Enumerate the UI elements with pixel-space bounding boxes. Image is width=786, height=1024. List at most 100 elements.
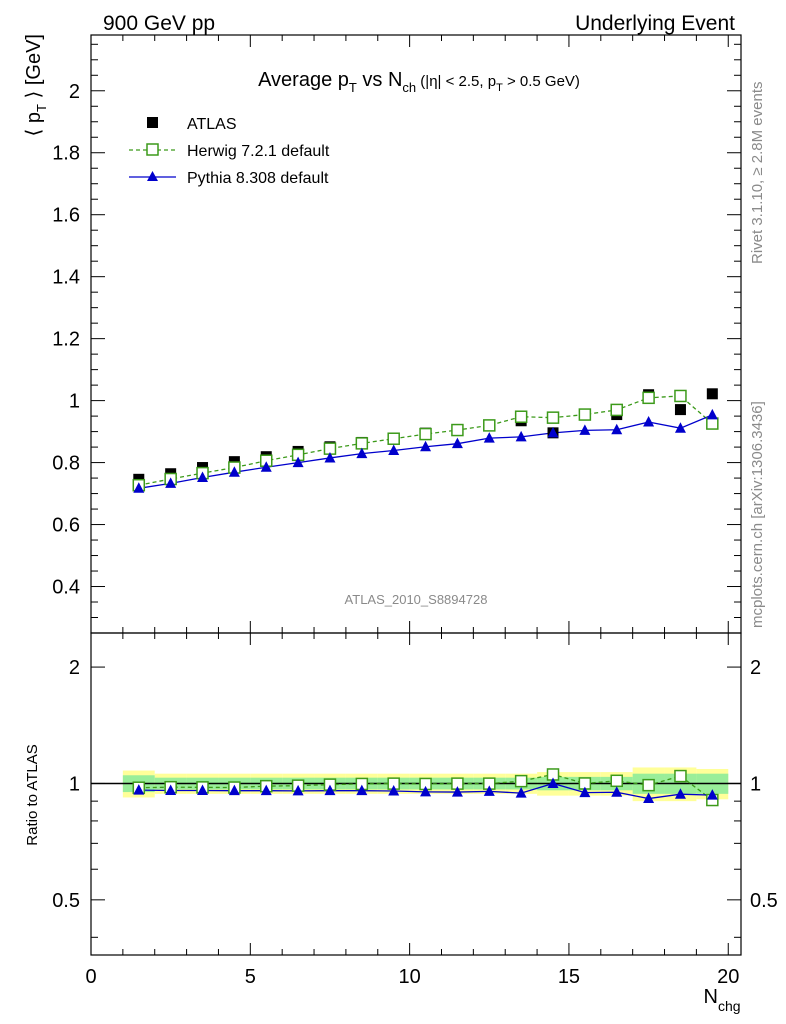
herwig-data-point	[355, 437, 369, 450]
herwig-data-point	[514, 410, 528, 423]
title-prefix-sub: T	[349, 80, 357, 95]
title-cut-sub: T	[496, 82, 503, 94]
legend-marker-herwig	[146, 143, 159, 156]
herwig-data-point	[578, 408, 592, 421]
pythia-data-point	[292, 456, 304, 468]
header-right-label: Underlying Event	[575, 12, 735, 35]
herwig-ratio-point	[674, 769, 687, 783]
herwig-ratio-point	[642, 778, 655, 792]
herwig-data-point	[610, 403, 623, 417]
axis-tick-labels: 0 5 10 15 20 0.4 0.6 0.8 1 1.2 1.4 1.6 1.8 2 0.5 0.5 1 1 2…	[52, 81, 778, 988]
y-tick-label: 1.4	[52, 267, 80, 289]
y-tick-label: 1.2	[52, 329, 80, 351]
pythia-ratio-point	[292, 784, 304, 796]
pythia-ratio-point	[260, 784, 272, 796]
pythia-data-point	[228, 466, 240, 477]
pythia-data-point	[706, 408, 718, 420]
data-series	[132, 388, 719, 807]
x-tick-label: 15	[558, 966, 580, 988]
pythia-ratio-point	[451, 786, 463, 797]
x-tick-label: 10	[399, 966, 421, 988]
atlas-data-point	[674, 404, 686, 416]
y-tick-label: 2	[69, 81, 80, 103]
legend: ATLAS Herwig 7.2.1 default Pythia 8.308 …	[129, 116, 330, 187]
pythia-data-point	[420, 440, 432, 452]
plot-title: Average pT vs Nch (|η| < 2.5, pT > 0.5 G…	[258, 69, 580, 95]
pythia-ratio-point	[674, 788, 686, 799]
pythia-data-point	[197, 471, 209, 482]
pythia-ratio-point	[706, 789, 718, 800]
pythia-ratio-point	[643, 792, 655, 804]
ratio-plot-frame	[90, 632, 742, 956]
y-tick-label: 0.4	[52, 577, 80, 599]
y-tick-label: 1	[69, 391, 80, 413]
ratio-y-tick-label-right: 0.5	[750, 890, 778, 912]
pythia-ratio-point	[324, 784, 336, 796]
legend-marker-pythia	[147, 171, 158, 181]
atlas-data-point	[706, 388, 718, 400]
herwig-data-point	[674, 389, 687, 403]
herwig-data-point	[546, 411, 560, 424]
x-axis-label: Nchg	[703, 986, 740, 1014]
pythia-data-point	[451, 437, 463, 449]
x-tick-label: 20	[717, 966, 739, 988]
pythia-data-point	[388, 444, 400, 456]
pythia-data-point	[515, 430, 527, 442]
x-tick-label: 0	[85, 966, 96, 988]
title-prefix: Average p	[258, 69, 349, 91]
pythia-data-point	[324, 451, 336, 463]
y-axis-label: ⟨ pT ⟩ [GeV]	[23, 34, 49, 137]
title-middle-sub: ch	[402, 80, 416, 95]
rivet-version-label: Rivet 3.1.10, ≥ 2.8M events	[749, 82, 766, 265]
pythia-ratio-point	[165, 784, 177, 795]
pythia-data-point	[547, 426, 559, 438]
y-tick-label: 1.6	[52, 205, 80, 227]
x-tick-label: 5	[245, 966, 256, 988]
mcplots-label: mcplots.cern.ch [arXiv:1306.3436]	[749, 401, 766, 628]
y-axis-label-main: ⟨ p	[23, 112, 45, 136]
title-middle: vs N	[357, 69, 403, 91]
legend-marker-atlas	[147, 117, 158, 128]
pythia-ratio-point	[515, 787, 527, 798]
pythia-ratio-point	[228, 784, 240, 796]
pythia-data-point	[483, 432, 495, 443]
pythia-data-point	[356, 447, 368, 459]
pythia-ratio-point	[611, 786, 623, 797]
herwig-data-point	[642, 391, 655, 405]
pythia-ratio-point	[420, 785, 432, 797]
analysis-id-label: ATLAS_2010_S8894728	[345, 592, 488, 607]
legend-label-herwig: Herwig 7.2.1 default	[187, 143, 330, 160]
pythia-line	[138, 414, 713, 489]
herwig-data-point	[451, 423, 464, 437]
legend-label-pythia: Pythia 8.308 default	[187, 170, 329, 187]
title-cut-open: (|η| < 2.5, p	[416, 73, 496, 90]
pythia-data-point	[674, 422, 686, 433]
pythia-ratio-point	[579, 786, 591, 798]
y-axis-label-sub: T	[34, 104, 49, 112]
herwig-data-point	[706, 417, 719, 430]
y-tick-label: 0.8	[52, 453, 80, 475]
ratio-y-tick-label-left: 1	[69, 773, 80, 795]
x-axis-label-main: N	[703, 986, 717, 1008]
pythia-data-point	[611, 423, 623, 435]
pythia-ratio-point	[547, 777, 559, 788]
pythia-data-point	[643, 415, 655, 427]
herwig-line	[138, 395, 713, 486]
pythia-ratio-point	[197, 784, 209, 795]
pythia-data-point	[579, 424, 591, 435]
x-axis-label-sub: chg	[718, 998, 741, 1014]
header-left-label: 900 GeV pp	[103, 12, 215, 35]
pythia-data-point	[133, 482, 145, 493]
ratio-y-tick-label-right: 1	[750, 773, 761, 795]
legend-label-atlas: ATLAS	[187, 116, 237, 133]
pythia-ratio-point	[133, 784, 145, 795]
y-tick-label: 0.6	[52, 515, 80, 537]
herwig-ratio-point	[514, 774, 528, 788]
herwig-ratio-point	[610, 774, 623, 788]
pythia-ratio-point	[388, 785, 400, 796]
pythia-data-point	[165, 477, 177, 488]
pythia-data-point	[260, 461, 272, 472]
ratio-y-tick-label-left: 2	[69, 657, 80, 679]
